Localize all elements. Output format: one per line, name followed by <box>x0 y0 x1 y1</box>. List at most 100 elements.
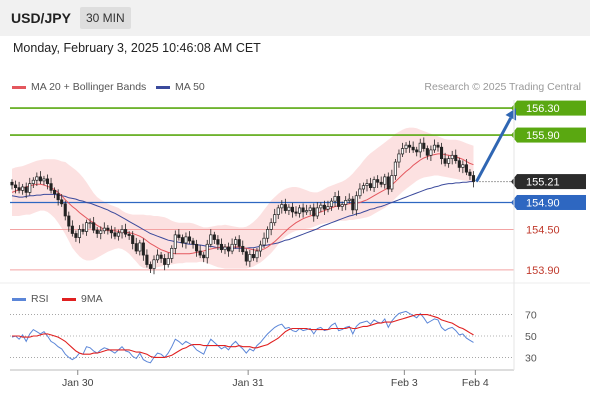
candle-body <box>379 181 383 185</box>
legend-ma50-swatch <box>156 86 170 89</box>
symbol-label: USD/JPY <box>11 10 71 26</box>
candle-body <box>166 258 170 265</box>
credit-label: Research © 2025 Trading Central <box>424 81 581 93</box>
candle-body <box>315 207 319 217</box>
candle-body <box>404 144 408 149</box>
candle-body <box>422 142 426 149</box>
candle-body <box>31 179 35 184</box>
candle-body <box>319 204 323 209</box>
candle-body <box>81 229 85 232</box>
candle-body <box>298 207 302 214</box>
candle-body <box>42 178 46 182</box>
candle-body <box>131 235 135 244</box>
candle-body <box>276 207 280 215</box>
candle-body <box>454 154 458 162</box>
candle-body <box>312 207 316 217</box>
legend-rsi-label: RSI <box>31 293 49 305</box>
level-tag-156.30 <box>517 100 586 116</box>
rsi-line <box>11 310 474 364</box>
candle-body <box>205 243 209 259</box>
candle-body <box>365 183 369 186</box>
candle-body <box>322 204 326 210</box>
level-label-155.90: 155.90 <box>526 130 560 142</box>
candle-body <box>95 229 99 234</box>
candle-body <box>468 171 472 176</box>
candle-body <box>156 254 160 261</box>
candle-body <box>290 206 295 213</box>
candle-body <box>92 222 96 231</box>
candle-body <box>127 233 131 236</box>
candle-body <box>415 149 419 153</box>
candle-body <box>120 229 124 234</box>
candle-body <box>21 186 25 191</box>
candle-body <box>436 144 440 148</box>
candle-body <box>152 259 156 269</box>
rsi-tick-label: 50 <box>525 331 537 343</box>
x-tick-label: Feb 4 <box>462 377 489 389</box>
candle-body <box>305 210 309 213</box>
bollinger-band <box>12 127 474 269</box>
candle-body <box>376 179 380 183</box>
legend-ma20-swatch <box>12 86 26 89</box>
candle-body <box>70 225 74 234</box>
candle-body <box>99 230 103 234</box>
candle-body <box>354 195 358 211</box>
candle-body <box>333 196 337 202</box>
legend-rsi-ma-label: 9MA <box>81 293 103 305</box>
candle-body <box>464 164 468 173</box>
candle-body <box>393 161 397 176</box>
candle-body <box>351 198 355 211</box>
candle-body <box>283 204 287 211</box>
candle-body <box>88 222 92 225</box>
level-label-156.30: 156.30 <box>526 103 560 115</box>
candle-body <box>386 176 390 190</box>
candle-body <box>219 243 224 251</box>
last-price-tag <box>517 174 586 190</box>
candle-body <box>216 239 220 245</box>
candle-body <box>429 149 433 156</box>
candle-body <box>244 251 248 262</box>
level-tag-155.90 <box>517 127 586 143</box>
candle-body <box>180 237 184 244</box>
candle-body <box>145 254 149 265</box>
candle-body <box>38 176 42 182</box>
candle-body <box>10 181 14 186</box>
candle-body <box>425 148 429 156</box>
candle-body <box>77 229 82 238</box>
rsi-tick-label: 70 <box>525 310 537 322</box>
candle-body <box>234 239 238 245</box>
candle-body <box>432 144 437 151</box>
candle-body <box>170 247 174 259</box>
candle-body <box>198 250 202 256</box>
candle-body <box>418 142 422 153</box>
candle-body <box>230 243 234 252</box>
candle-body <box>397 153 401 163</box>
candle-body <box>209 234 213 245</box>
candle-body <box>138 242 142 252</box>
candle-body <box>28 183 32 193</box>
candle-body <box>49 183 53 191</box>
candle-body <box>258 244 263 252</box>
candle-body <box>280 204 284 209</box>
candle-body <box>74 233 78 238</box>
candle-body <box>308 207 312 211</box>
candle-body <box>237 239 241 247</box>
candle-body <box>347 198 351 201</box>
candle-body <box>411 146 415 151</box>
x-tick-label: Jan 30 <box>62 377 94 389</box>
candle-body <box>447 158 451 164</box>
candle-body <box>53 189 57 195</box>
level-label-154.90: 154.90 <box>526 197 560 209</box>
candle-body <box>113 232 117 237</box>
candle-body <box>301 207 305 213</box>
candle-body <box>124 229 128 235</box>
candle-body <box>191 240 195 245</box>
timeframe-button[interactable]: 30 MIN <box>80 7 131 29</box>
last-price-label: 155.21 <box>526 177 560 189</box>
candle-body <box>287 206 291 211</box>
chart-header: USD/JPY 30 MIN <box>0 0 590 36</box>
candle-body <box>329 200 334 207</box>
candle-body <box>241 245 245 253</box>
candle-body <box>383 176 387 185</box>
projection-arrow <box>475 117 513 183</box>
